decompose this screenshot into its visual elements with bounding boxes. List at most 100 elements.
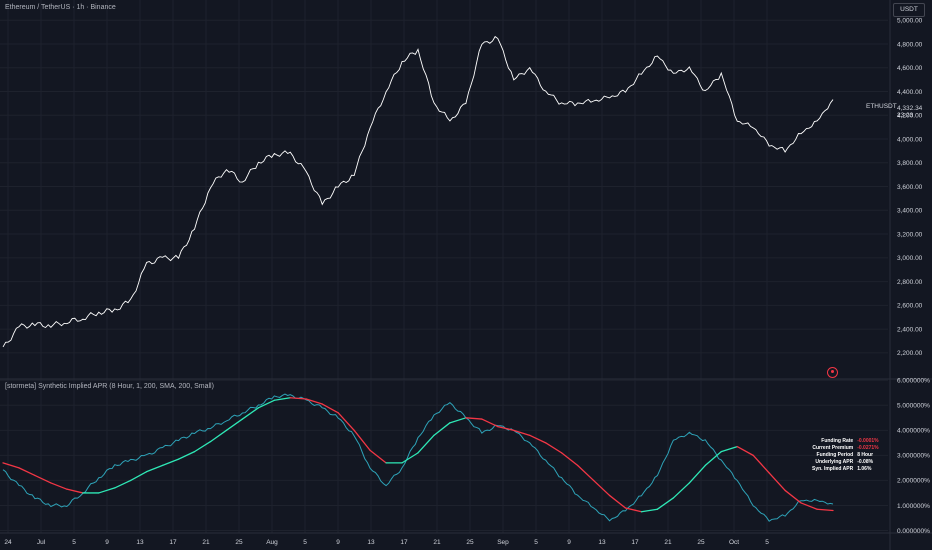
info-row: Funding Rate -0.0001% (810, 437, 881, 444)
price-axis[interactable]: 2,200.00 2,400.00 2,600.00 2,800.00 3,000.00… (897, 17, 923, 357)
ma-segment (401, 452, 419, 464)
apr-tick-label: 1.000000% (897, 503, 930, 510)
info-value: 1.06% (857, 466, 872, 473)
alert-icon[interactable] (827, 367, 838, 378)
price-tick-label: 4,800.00 (897, 41, 923, 48)
currency-button[interactable]: USDT (893, 3, 925, 17)
ma-segment (114, 479, 132, 489)
ma-segment (672, 482, 690, 499)
ma-segment (257, 399, 275, 409)
ma-segment (800, 502, 818, 510)
info-row: Current Premium -0.0271% (810, 444, 881, 451)
ma-segment (177, 450, 196, 460)
symbol-title[interactable]: Ethereum / TetherUS · 1h · Binance (5, 4, 116, 11)
price-tick-label: 4,600.00 (897, 65, 923, 72)
apr-tick-label: 5.000000% (897, 403, 930, 410)
time-tick-label: 21 (664, 539, 672, 546)
ma-segment (784, 489, 802, 504)
ma-segment (481, 418, 499, 428)
apr-line (2, 393, 834, 522)
price-line (2, 35, 834, 348)
info-value: -0.0001% (857, 437, 879, 444)
time-tick-label: 17 (169, 539, 177, 546)
ma-segment (98, 487, 116, 494)
ma-segment (241, 407, 260, 420)
apr-tick-label: 3.000000% (897, 453, 930, 460)
info-key: Current Premium (812, 444, 854, 451)
time-tick-label: Aug (266, 539, 278, 546)
info-row: Funding Period 8 Hour (810, 451, 881, 458)
time-tick-label: 5 (72, 539, 76, 546)
time-tick-label: 17 (631, 539, 639, 546)
info-value: 8 Hour (857, 451, 874, 458)
price-tick-label: 2,400.00 (897, 326, 923, 333)
ma-segment (688, 464, 706, 484)
price-tick-label: 5,000.00 (897, 17, 923, 24)
last-price-label: 4,332.34 23:23 (897, 105, 922, 119)
ma-segment (465, 417, 483, 420)
ma-segment (209, 429, 228, 443)
price-tick-label: 2,200.00 (897, 350, 923, 357)
ma-segment (736, 445, 754, 457)
ma-segment (225, 418, 244, 431)
ma-segment (18, 467, 36, 477)
ma-segment (66, 488, 84, 494)
ma-segment (50, 482, 68, 490)
price-tick-label: 3,800.00 (897, 160, 923, 167)
time-tick-label: 13 (598, 539, 606, 546)
apr-tick-label: 4.000000% (897, 428, 930, 435)
price-tick-label: 4,200.00 (897, 113, 923, 120)
ma-segment (161, 458, 180, 467)
apr-axis[interactable]: 0.000000% 1.000000% 2.000000% 3.000000% 4.00… (897, 378, 930, 535)
ma-segment (720, 445, 738, 453)
ma-segment (305, 398, 323, 405)
last-price-value: 4,332.34 (897, 105, 923, 112)
time-tick-label: 21 (202, 539, 210, 546)
ma-segment (704, 450, 722, 467)
time-tick-label: Oct (729, 539, 739, 546)
ma-segment (816, 508, 834, 512)
info-key: Underlying APR (815, 459, 854, 466)
apr-tick-label: 2.000000% (897, 478, 930, 485)
ma-segment (529, 434, 547, 444)
info-row: Underlying APR -0.08% (810, 459, 881, 466)
ma-segment (640, 508, 659, 513)
info-key: Syn. Implied APR (812, 466, 854, 473)
indicator-title[interactable]: [stormeta] Synthetic Implied APR (8 Hour… (5, 383, 214, 390)
grid-lines (0, 0, 888, 533)
time-tick-label: 5 (534, 539, 538, 546)
time-tick-label: 9 (567, 539, 571, 546)
apr-series (2, 393, 834, 522)
ma-segment (497, 425, 515, 431)
time-tick-label: 13 (136, 539, 144, 546)
price-tick-label: 3,400.00 (897, 208, 923, 215)
price-tick-label: 3,000.00 (897, 255, 923, 262)
ma-segment (130, 471, 148, 482)
ma-segment (34, 474, 52, 484)
time-tick-label: 17 (400, 539, 408, 546)
info-value: -0.08% (857, 459, 874, 466)
time-tick-label: 13 (367, 539, 375, 546)
time-tick-label: 9 (105, 539, 109, 546)
time-tick-label: Jul (37, 539, 46, 546)
ma-segment (449, 417, 467, 424)
time-tick-label: 5 (303, 539, 307, 546)
info-row: Syn. Implied APR 1.06% (810, 466, 881, 473)
ma-segment (146, 464, 164, 473)
ma-segment (545, 442, 563, 454)
ma-segment (608, 494, 627, 509)
price-tick-label: 2,600.00 (897, 303, 923, 310)
ma-segment (576, 464, 595, 482)
price-tick-label: 4,400.00 (897, 89, 923, 96)
ma-segment (592, 479, 611, 497)
info-value: -0.0271% (857, 444, 879, 451)
time-axis[interactable]: 24 Jul 5 9 13 17 21 25 Aug 5 9 13 17 21 25 Sep 5 9 13 17 21 2… (4, 539, 769, 546)
ma-segment (193, 440, 212, 453)
ma-segment (433, 422, 451, 436)
time-tick-label: 25 (235, 539, 243, 546)
ma-segment (768, 472, 786, 492)
ma-segment (369, 449, 387, 464)
time-tick-label: Sep (497, 539, 509, 546)
time-tick-label: 21 (433, 539, 441, 546)
